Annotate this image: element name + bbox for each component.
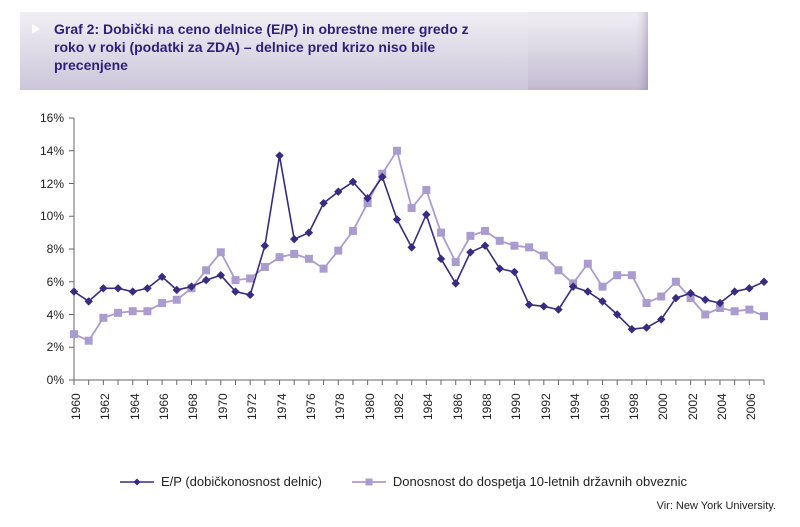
y-axis-tick-label: 4% bbox=[30, 308, 64, 322]
x-axis-tick-label: 1978 bbox=[333, 393, 347, 420]
legend-label: E/P (dobičkonosnost delnic) bbox=[161, 474, 322, 489]
x-axis-tick-label: 2002 bbox=[686, 393, 700, 420]
x-axis-tick-label: 1974 bbox=[275, 393, 289, 420]
x-axis-tick-label: 1962 bbox=[98, 393, 112, 420]
y-axis-tick-label: 12% bbox=[30, 177, 64, 191]
legend-swatch bbox=[120, 475, 154, 489]
legend-swatch bbox=[352, 475, 386, 489]
y-axis-tick-label: 2% bbox=[30, 340, 64, 354]
x-axis-tick-label: 1994 bbox=[568, 393, 582, 420]
y-axis-tick-label: 14% bbox=[30, 144, 64, 158]
x-axis-tick-label: 1960 bbox=[69, 393, 83, 420]
legend-item: Donosnost do dospetja 10-letnih državnih… bbox=[352, 474, 687, 489]
legend-label: Donosnost do dospetja 10-letnih državnih… bbox=[393, 474, 687, 489]
x-axis-tick-label: 1984 bbox=[421, 393, 435, 420]
x-axis-tick-label: 1998 bbox=[627, 393, 641, 420]
x-axis-tick-label: 1982 bbox=[392, 393, 406, 420]
x-axis-tick-label: 1990 bbox=[509, 393, 523, 420]
x-axis-tick-label: 1968 bbox=[186, 393, 200, 420]
x-axis-tick-label: 1996 bbox=[598, 393, 612, 420]
x-axis-tick-label: 1972 bbox=[245, 393, 259, 420]
x-axis-tick-label: 2000 bbox=[656, 393, 670, 420]
x-axis-tick-label: 1980 bbox=[363, 393, 377, 420]
x-axis-tick-label: 1986 bbox=[451, 393, 465, 420]
legend-item: E/P (dobičkonosnost delnic) bbox=[120, 474, 322, 489]
x-axis-tick-label: 1976 bbox=[304, 393, 318, 420]
y-axis-tick-label: 6% bbox=[30, 275, 64, 289]
chart-title: Graf 2: Dobički na ceno delnice (E/P) in… bbox=[54, 12, 474, 75]
y-axis-tick-label: 16% bbox=[30, 111, 64, 125]
x-axis-tick-label: 1992 bbox=[539, 393, 553, 420]
y-axis-tick-label: 0% bbox=[30, 373, 64, 387]
title-bar: Graf 2: Dobički na ceno delnice (E/P) in… bbox=[20, 12, 640, 90]
x-axis-tick-label: 2006 bbox=[744, 393, 758, 420]
x-axis-tick-label: 2004 bbox=[715, 393, 729, 420]
x-axis-tick-label: 1970 bbox=[216, 393, 230, 420]
y-axis-tick-label: 8% bbox=[30, 242, 64, 256]
source-citation: Vir: New York University. bbox=[657, 500, 776, 512]
legend: E/P (dobičkonosnost delnic) Donosnost do … bbox=[120, 474, 760, 489]
chart-area: 0% 2% 4% 6% 8% 10% 12% 14% 16% 1960 1962 1964 1966 19… bbox=[30, 112, 770, 442]
y-axis-tick-label: 10% bbox=[30, 209, 64, 223]
x-axis-tick-label: 1988 bbox=[480, 393, 494, 420]
x-axis-tick-label: 1964 bbox=[128, 393, 142, 420]
title-bar-shadow bbox=[528, 12, 648, 90]
x-axis-tick-label: 1966 bbox=[157, 393, 171, 420]
arrow-icon bbox=[20, 12, 54, 41]
